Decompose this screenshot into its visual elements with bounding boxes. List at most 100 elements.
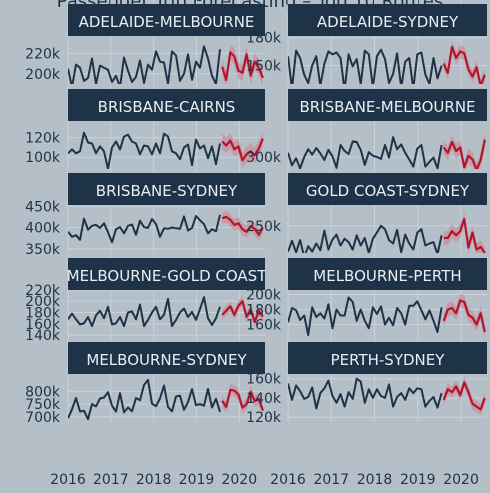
plot-area <box>68 210 264 244</box>
actual-line <box>288 224 443 253</box>
panel-title: GOLD COAST-SYDNEY <box>306 182 470 200</box>
y-tick-label: 150k <box>246 58 282 74</box>
panel-brisbane-cairns: BRISBANE-CAIRNS <box>67 85 265 169</box>
y-tick-label: 250k <box>246 219 282 235</box>
y-tick-label: 180k <box>246 31 282 47</box>
plot-area <box>288 212 486 253</box>
y-tick-label: 220k <box>25 283 61 299</box>
panel-title-bar: BRISBANE-MELBOURNE <box>288 89 487 121</box>
y-tick-label: 750k <box>25 397 61 413</box>
panel-melbourne-gold-coast: MELBOURNE-GOLD COAST <box>67 254 268 338</box>
panel-title-bar: MELBOURNE-GOLD COAST <box>67 258 268 290</box>
x-tick-label: 2016 <box>50 472 86 488</box>
plot-area <box>288 376 486 416</box>
y-tick-label: 120k <box>25 131 61 147</box>
x-axis-labels: 2016 2017 2018 2019 2020 2016 2017 2018 2019 2020 <box>50 472 479 488</box>
panel-gold-coast-sydney: GOLD COAST-SYDNEY <box>287 169 487 253</box>
forecast-line <box>221 215 264 236</box>
y-tick-label: 120k <box>246 410 282 426</box>
y-tick-label: 140k <box>246 391 282 407</box>
x-tick-label: 2018 <box>136 472 172 488</box>
y-tick-label: 350k <box>25 242 61 258</box>
x-tick-label: 2020 <box>443 472 479 488</box>
panel-title-bar: GOLD COAST-SYDNEY <box>288 173 487 205</box>
y-tick-label: 180k <box>246 303 282 319</box>
y-tick-label: 220k <box>25 46 61 62</box>
actual-line <box>288 136 443 169</box>
y-tick-label: 450k <box>25 199 61 215</box>
y-tick-label: 800k <box>25 384 61 400</box>
plot-area <box>68 296 264 328</box>
actual-line <box>68 296 221 328</box>
y-tick-label: 160k <box>246 318 282 334</box>
panel-title-bar: BRISBANE-SYDNEY <box>68 173 265 205</box>
actual-line <box>288 48 443 84</box>
forecast-line <box>221 388 264 411</box>
y-tick-label: 300k <box>246 150 282 166</box>
y-tick-label: 200k <box>25 294 61 310</box>
panel-title: MELBOURNE-GOLD COAST <box>67 267 268 285</box>
actual-line <box>68 131 221 169</box>
y-tick-label: 200k <box>246 288 282 304</box>
panel-melbourne-sydney: MELBOURNE-SYDNEY <box>67 338 265 422</box>
panel-title: PERTH-SYDNEY <box>331 351 446 369</box>
panel-title-bar: PERTH-SYDNEY <box>288 342 487 374</box>
actual-line <box>68 378 221 421</box>
panel-title: BRISBANE-CAIRNS <box>98 98 236 116</box>
panel-melbourne-perth: MELBOURNE-PERTH <box>287 254 487 338</box>
panel-brisbane-melbourne: BRISBANE-MELBOURNE <box>287 85 487 169</box>
plot-area <box>68 130 264 169</box>
plot-area <box>288 132 486 169</box>
y-tick-label: 100k <box>25 150 61 166</box>
panel-title-bar: BRISBANE-CAIRNS <box>68 89 265 121</box>
x-tick-label: 2017 <box>313 472 349 488</box>
panel-title: ADELAIDE-MELBOURNE <box>79 13 255 31</box>
forecast-band <box>443 132 485 169</box>
panel-title-bar: ADELAIDE-SYDNEY <box>288 4 487 36</box>
x-tick-label: 2018 <box>357 472 393 488</box>
forecast-line <box>442 381 486 411</box>
forecast-band <box>222 384 263 417</box>
y-tick-label: 700k <box>25 410 61 426</box>
y-tick-label: 160k <box>25 317 61 333</box>
panel-title: BRISBANE-SYDNEY <box>96 182 238 200</box>
panel-title: MELBOURNE-PERTH <box>313 267 461 285</box>
x-tick-label: 2019 <box>179 472 215 488</box>
panel-adelaide-melbourne: ADELAIDE-MELBOURNE <box>67 0 265 84</box>
y-tick-label: 180k <box>25 306 61 322</box>
forecast-line <box>221 138 264 162</box>
forecast-band <box>222 130 263 168</box>
panel-brisbane-sydney: BRISBANE-SYDNEY <box>67 169 265 253</box>
x-tick-label: 2016 <box>270 472 306 488</box>
forecast-line <box>443 217 486 253</box>
panel-title: ADELAIDE-SYDNEY <box>317 13 459 31</box>
y-tick-label: 400k <box>25 221 61 237</box>
forecast-line <box>221 51 264 82</box>
x-tick-label: 2019 <box>400 472 436 488</box>
plot-area <box>288 293 486 338</box>
actual-line <box>68 45 221 84</box>
y-tick-label: 140k <box>25 328 61 344</box>
panel-adelaide-sydney: ADELAIDE-SYDNEY <box>287 0 487 84</box>
panel-title-bar: MELBOURNE-SYDNEY <box>68 342 265 374</box>
panel-title-bar: ADELAIDE-MELBOURNE <box>68 4 265 36</box>
x-tick-label: 2017 <box>93 472 129 488</box>
plot-area <box>68 44 264 84</box>
y-tick-label: 160k <box>246 372 282 388</box>
forecast-band <box>443 293 485 338</box>
panel-title: MELBOURNE-SYDNEY <box>86 351 247 369</box>
panel-perth-sydney: PERTH-SYDNEY <box>287 338 487 422</box>
actual-line <box>288 296 443 336</box>
actual-line <box>288 377 443 410</box>
panel-title: BRISBANE-MELBOURNE <box>299 98 475 116</box>
x-tick-label: 2020 <box>221 472 257 488</box>
plot-area <box>288 40 486 84</box>
plot-area <box>68 378 264 421</box>
panels-grid: ADELAIDE-MELBOURNE200k220kADELAIDE-SYDNE… <box>25 0 487 426</box>
panel-title-bar: MELBOURNE-PERTH <box>288 258 487 290</box>
forecast-line <box>442 139 486 169</box>
forecast-band <box>222 296 263 328</box>
y-tick-label: 200k <box>25 67 61 83</box>
forecast-line <box>442 299 486 333</box>
